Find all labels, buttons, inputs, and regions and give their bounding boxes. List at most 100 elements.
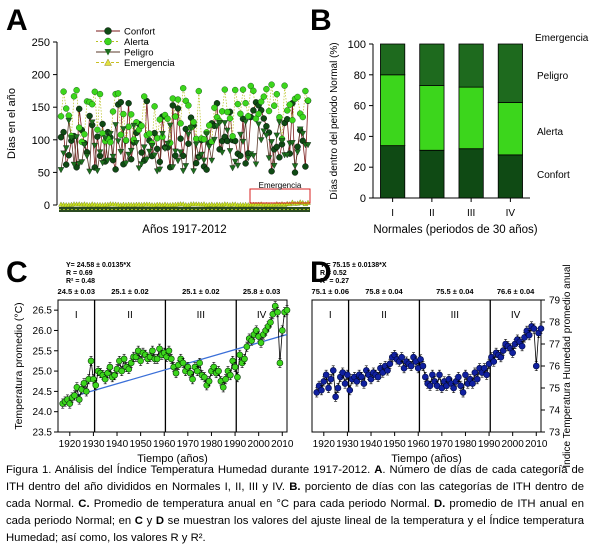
confort-point: [86, 112, 93, 120]
data-point: [386, 360, 394, 368]
data-point: [469, 380, 476, 387]
alerta-point: [281, 82, 288, 89]
alerta-point: [57, 113, 65, 120]
data-point: [525, 331, 533, 339]
alerta-point: [125, 123, 132, 130]
bar-peligro: [458, 43, 484, 88]
fit-r: R = 0.52: [320, 270, 347, 277]
data-point: [429, 371, 436, 379]
peligro-point: [226, 148, 234, 155]
alerta-point: [122, 137, 130, 144]
confort-point: [125, 100, 132, 107]
period-label: I: [75, 310, 78, 321]
peligro-point: [164, 140, 171, 147]
period-mean: 76.6 ± 0.04: [497, 287, 535, 296]
alerta-point: [250, 87, 257, 95]
data-point: [318, 386, 325, 394]
legend-marker-alerta: [104, 37, 112, 46]
peligro-point: [117, 149, 125, 156]
x-tick-label: 2010: [525, 439, 548, 450]
x-tick-label: 1920: [313, 439, 336, 450]
data-point: [325, 384, 332, 392]
peligro-point: [234, 162, 242, 169]
data-point: [344, 371, 351, 379]
peligro-point: [229, 165, 236, 172]
data-point: [219, 384, 227, 391]
y-tick-label: 78: [549, 318, 561, 329]
data-point: [450, 384, 457, 392]
peligro-point: [213, 123, 221, 130]
confort-point: [294, 143, 301, 150]
peligro-point: [83, 153, 91, 160]
alerta-point: [239, 86, 247, 93]
data-point: [407, 362, 415, 370]
y-axis-label: Índice Temperatura Humedad promedio anua…: [560, 264, 573, 467]
confort-point: [65, 152, 73, 159]
peligro-point: [62, 145, 70, 152]
peligro-point: [143, 156, 151, 163]
bar-confort: [458, 148, 484, 199]
y-tick-label: 25.0: [33, 367, 53, 378]
data-point: [457, 382, 465, 390]
alerta-point: [263, 85, 270, 93]
peligro-point: [109, 153, 117, 160]
alerta-point: [284, 107, 291, 114]
y-tick-label: 26.5: [33, 306, 53, 317]
peligro-point: [239, 139, 247, 145]
caption-cd-c: C: [134, 515, 143, 527]
peligro-point: [125, 151, 132, 158]
period-mean: 75.8 ± 0.04: [365, 287, 403, 296]
data-point: [367, 375, 375, 383]
alerta-point: [96, 90, 104, 98]
data-point: [353, 378, 361, 385]
y-tick-label: 40: [354, 131, 366, 143]
peligro-point: [166, 122, 174, 129]
y-tick-label: 20: [354, 162, 366, 174]
x-tick-label: 2000: [502, 439, 525, 450]
data-point: [360, 380, 368, 387]
confort-point: [276, 154, 283, 161]
peligro-point: [104, 157, 112, 164]
confort-point: [192, 159, 200, 167]
peligro-point: [208, 157, 216, 164]
peligro-point: [296, 126, 304, 133]
alerta-point: [169, 95, 177, 102]
peligro-point: [68, 135, 75, 142]
emergencia-annotation: Emergencia: [259, 181, 302, 190]
data-point: [334, 384, 342, 392]
data-point: [106, 363, 114, 371]
period-label: II: [381, 310, 387, 321]
alerta-point: [268, 81, 275, 88]
peligro-point: [190, 168, 197, 175]
caption-intro: Análisis del Índice Temperatura Humedad …: [51, 464, 375, 476]
peligro-point: [135, 165, 143, 172]
data-point: [83, 388, 90, 395]
x-tick-label: 1960: [153, 439, 176, 450]
legend-label-confort: Confort: [124, 27, 156, 38]
x-tick-label: 1970: [431, 439, 454, 450]
caption-cd-d: D: [155, 515, 165, 527]
data-point: [179, 359, 187, 367]
alerta-point: [205, 122, 213, 129]
caption-letter-d: D.: [434, 498, 446, 510]
peligro-point: [122, 160, 130, 167]
alerta-point: [244, 112, 252, 120]
alerta-point: [276, 114, 283, 121]
y-tick-label: 150: [32, 102, 50, 114]
peligro-point: [283, 152, 291, 159]
alerta-point: [221, 86, 229, 93]
peligro-point: [211, 136, 218, 143]
confort-point: [112, 166, 119, 173]
y-tick-label: 76: [549, 362, 561, 373]
data-point: [499, 347, 507, 354]
data-point: [196, 359, 203, 367]
alerta-point: [271, 102, 278, 109]
data-point: [149, 347, 156, 355]
y-tick-label: 74: [549, 406, 561, 417]
alerta-point: [107, 138, 114, 146]
data-point: [426, 382, 434, 390]
y-tick-label: 250: [32, 37, 50, 49]
alerta-point: [109, 108, 117, 115]
